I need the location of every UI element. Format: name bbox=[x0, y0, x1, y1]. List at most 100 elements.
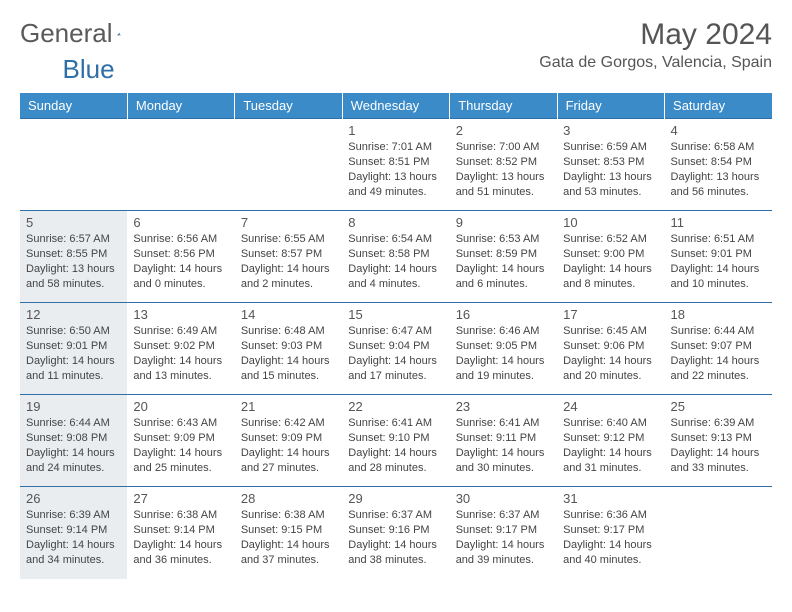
detail-line: and 11 minutes. bbox=[26, 369, 121, 384]
detail-line: and 10 minutes. bbox=[671, 277, 766, 292]
day-number: 2 bbox=[456, 123, 551, 138]
day-number: 28 bbox=[241, 491, 336, 506]
calendar-day-cell: 10Sunrise: 6:52 AMSunset: 9:00 PMDayligh… bbox=[557, 211, 664, 303]
detail-line: Sunrise: 6:36 AM bbox=[563, 508, 658, 523]
detail-line: Sunset: 8:51 PM bbox=[348, 155, 443, 170]
day-details: Sunrise: 6:49 AMSunset: 9:02 PMDaylight:… bbox=[133, 324, 228, 383]
detail-line: and 31 minutes. bbox=[563, 461, 658, 476]
calendar-day-cell: 2Sunrise: 7:00 AMSunset: 8:52 PMDaylight… bbox=[450, 119, 557, 211]
detail-line: Daylight: 14 hours bbox=[348, 446, 443, 461]
detail-line: Sunset: 8:57 PM bbox=[241, 247, 336, 262]
detail-line: Sunrise: 6:37 AM bbox=[456, 508, 551, 523]
detail-line: Sunset: 9:11 PM bbox=[456, 431, 551, 446]
day-number: 25 bbox=[671, 399, 766, 414]
detail-line: Daylight: 14 hours bbox=[26, 354, 121, 369]
detail-line: Daylight: 14 hours bbox=[671, 354, 766, 369]
day-number: 24 bbox=[563, 399, 658, 414]
day-details: Sunrise: 6:50 AMSunset: 9:01 PMDaylight:… bbox=[26, 324, 121, 383]
detail-line: Daylight: 14 hours bbox=[241, 262, 336, 277]
detail-line: Daylight: 14 hours bbox=[133, 446, 228, 461]
detail-line: and 13 minutes. bbox=[133, 369, 228, 384]
detail-line: Daylight: 14 hours bbox=[456, 262, 551, 277]
calendar-week: 19Sunrise: 6:44 AMSunset: 9:08 PMDayligh… bbox=[20, 395, 772, 487]
detail-line: Sunrise: 6:55 AM bbox=[241, 232, 336, 247]
detail-line: and 20 minutes. bbox=[563, 369, 658, 384]
day-number: 20 bbox=[133, 399, 228, 414]
detail-line: Sunset: 9:13 PM bbox=[671, 431, 766, 446]
detail-line: Sunrise: 6:45 AM bbox=[563, 324, 658, 339]
day-number: 26 bbox=[26, 491, 121, 506]
detail-line: Sunrise: 6:39 AM bbox=[26, 508, 121, 523]
day-number: 21 bbox=[241, 399, 336, 414]
title-block: May 2024 Gata de Gorgos, Valencia, Spain bbox=[539, 18, 772, 72]
calendar-day-cell: 26 Sunrise: 6:39 AMSunset: 9:14 PMDayligh… bbox=[20, 487, 127, 579]
calendar-week: 26 Sunrise: 6:39 AMSunset: 9:14 PMDayligh… bbox=[20, 487, 772, 579]
detail-line: Daylight: 14 hours bbox=[241, 446, 336, 461]
day-details: Sunrise: 6:36 AMSunset: 9:17 PMDaylight:… bbox=[563, 508, 658, 567]
detail-line: Sunrise: 6:42 AM bbox=[241, 416, 336, 431]
day-details: Sunrise: 6:38 AMSunset: 9:14 PMDaylight:… bbox=[133, 508, 228, 567]
calendar-day-cell bbox=[127, 119, 234, 211]
detail-line: Daylight: 14 hours bbox=[26, 538, 121, 553]
detail-line: Sunset: 9:00 PM bbox=[563, 247, 658, 262]
detail-line: Daylight: 13 hours bbox=[348, 170, 443, 185]
day-details: Sunrise: 6:41 AMSunset: 9:11 PMDaylight:… bbox=[456, 416, 551, 475]
day-details: Sunrise: 6:53 AMSunset: 8:59 PMDaylight:… bbox=[456, 232, 551, 291]
detail-line: Sunrise: 6:46 AM bbox=[456, 324, 551, 339]
calendar-day-cell: 14Sunrise: 6:48 AMSunset: 9:03 PMDayligh… bbox=[235, 303, 342, 395]
day-number: 31 bbox=[563, 491, 658, 506]
detail-line: Sunset: 9:09 PM bbox=[133, 431, 228, 446]
weekday-header: Sunday bbox=[20, 93, 127, 119]
detail-line: Sunrise: 6:37 AM bbox=[348, 508, 443, 523]
detail-line: Sunset: 8:58 PM bbox=[348, 247, 443, 262]
day-details: Sunrise: 6:37 AMSunset: 9:17 PMDaylight:… bbox=[456, 508, 551, 567]
weekday-header: Wednesday bbox=[342, 93, 449, 119]
detail-line: Sunrise: 6:44 AM bbox=[671, 324, 766, 339]
day-details: Sunrise: 6:40 AMSunset: 9:12 PMDaylight:… bbox=[563, 416, 658, 475]
calendar-day-cell: 19Sunrise: 6:44 AMSunset: 9:08 PMDayligh… bbox=[20, 395, 127, 487]
calendar-day-cell: 30Sunrise: 6:37 AMSunset: 9:17 PMDayligh… bbox=[450, 487, 557, 579]
day-number: 14 bbox=[241, 307, 336, 322]
detail-line: Daylight: 14 hours bbox=[133, 538, 228, 553]
detail-line: Daylight: 14 hours bbox=[348, 538, 443, 553]
detail-line: Sunrise: 6:57 AM bbox=[26, 232, 121, 247]
detail-line: Daylight: 14 hours bbox=[456, 446, 551, 461]
detail-line: and 34 minutes. bbox=[26, 553, 121, 568]
day-number: 11 bbox=[671, 215, 766, 230]
day-number: 5 bbox=[26, 215, 121, 230]
day-details: Sunrise: 6:56 AMSunset: 8:56 PMDaylight:… bbox=[133, 232, 228, 291]
calendar-week: 1Sunrise: 7:01 AMSunset: 8:51 PMDaylight… bbox=[20, 119, 772, 211]
day-details: Sunrise: 6:59 AMSunset: 8:53 PMDaylight:… bbox=[563, 140, 658, 199]
day-number: 12 bbox=[26, 307, 121, 322]
sail-icon bbox=[117, 24, 121, 44]
detail-line: Sunrise: 7:00 AM bbox=[456, 140, 551, 155]
detail-line: and 56 minutes. bbox=[671, 185, 766, 200]
detail-line: Daylight: 14 hours bbox=[133, 262, 228, 277]
detail-line: Sunset: 9:17 PM bbox=[456, 523, 551, 538]
day-number: 1 bbox=[348, 123, 443, 138]
detail-line: Sunset: 9:16 PM bbox=[348, 523, 443, 538]
day-details: Sunrise: 6:51 AMSunset: 9:01 PMDaylight:… bbox=[671, 232, 766, 291]
brand-part2: Blue bbox=[63, 54, 115, 85]
day-details: Sunrise: 6:47 AMSunset: 9:04 PMDaylight:… bbox=[348, 324, 443, 383]
brand-logo: General bbox=[20, 18, 145, 49]
day-number: 27 bbox=[133, 491, 228, 506]
detail-line: and 36 minutes. bbox=[133, 553, 228, 568]
detail-line: and 17 minutes. bbox=[348, 369, 443, 384]
detail-line: Sunrise: 6:54 AM bbox=[348, 232, 443, 247]
day-details: Sunrise: 6:39 AMSunset: 9:14 PMDaylight:… bbox=[26, 508, 121, 567]
day-details: Sunrise: 6:45 AMSunset: 9:06 PMDaylight:… bbox=[563, 324, 658, 383]
detail-line: and 19 minutes. bbox=[456, 369, 551, 384]
detail-line: Daylight: 14 hours bbox=[348, 262, 443, 277]
calendar-day-cell: 20Sunrise: 6:43 AMSunset: 9:09 PMDayligh… bbox=[127, 395, 234, 487]
detail-line: and 24 minutes. bbox=[26, 461, 121, 476]
day-details: Sunrise: 6:52 AMSunset: 9:00 PMDaylight:… bbox=[563, 232, 658, 291]
detail-line: Sunrise: 6:47 AM bbox=[348, 324, 443, 339]
day-details: Sunrise: 6:57 AMSunset: 8:55 PMDaylight:… bbox=[26, 232, 121, 291]
month-title: May 2024 bbox=[539, 18, 772, 52]
detail-line: and 2 minutes. bbox=[241, 277, 336, 292]
calendar-day-cell: 29Sunrise: 6:37 AMSunset: 9:16 PMDayligh… bbox=[342, 487, 449, 579]
calendar-day-cell bbox=[665, 487, 772, 579]
detail-line: Sunrise: 6:39 AM bbox=[671, 416, 766, 431]
detail-line: Sunrise: 6:51 AM bbox=[671, 232, 766, 247]
